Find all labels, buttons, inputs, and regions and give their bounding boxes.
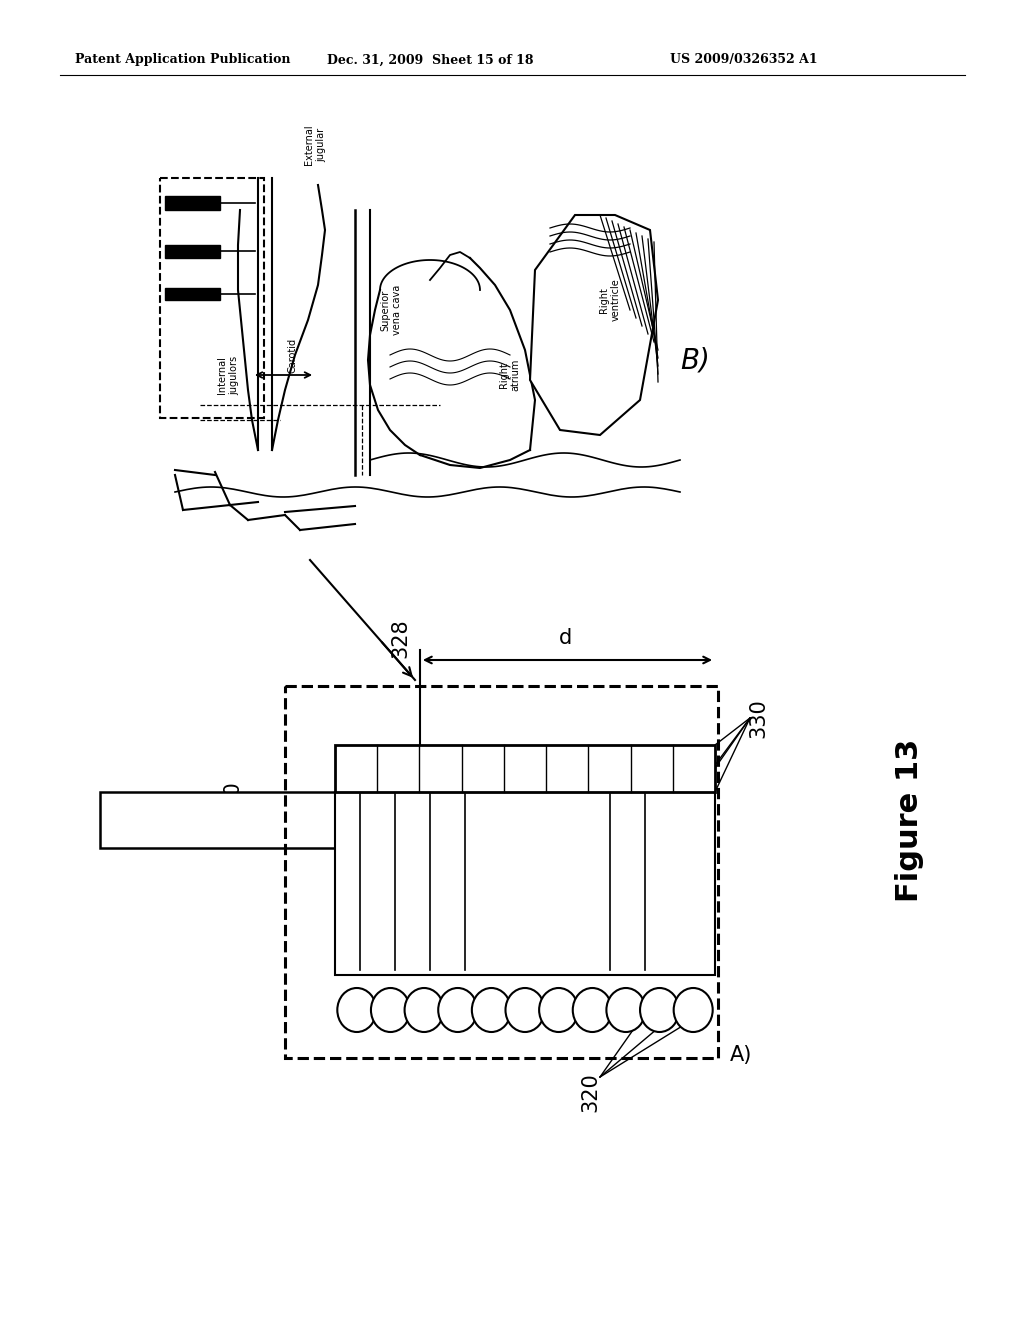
Text: Dec. 31, 2009  Sheet 15 of 18: Dec. 31, 2009 Sheet 15 of 18 — [327, 54, 534, 66]
Text: Carotid: Carotid — [288, 338, 298, 372]
Ellipse shape — [640, 987, 679, 1032]
Bar — [335, 744, 715, 792]
Ellipse shape — [674, 987, 713, 1032]
Text: Right
ventricle: Right ventricle — [599, 279, 621, 321]
Text: US 2009/0326352 A1: US 2009/0326352 A1 — [670, 54, 817, 66]
Text: 328: 328 — [390, 618, 410, 657]
Text: Figure 13: Figure 13 — [896, 738, 925, 902]
Ellipse shape — [472, 987, 511, 1032]
Text: d: d — [558, 628, 571, 648]
Text: Internal
jugulors: Internal jugulors — [217, 355, 239, 395]
Text: 300: 300 — [222, 780, 242, 820]
Ellipse shape — [404, 987, 443, 1032]
Ellipse shape — [337, 987, 377, 1032]
Polygon shape — [530, 215, 658, 436]
Bar — [100, 792, 378, 847]
Text: 320: 320 — [580, 1072, 600, 1111]
Ellipse shape — [572, 987, 611, 1032]
Bar — [165, 195, 220, 210]
Bar — [165, 246, 220, 257]
Ellipse shape — [506, 987, 545, 1032]
Text: B): B) — [680, 346, 710, 374]
Text: 330: 330 — [748, 698, 768, 738]
Text: Patent Application Publication: Patent Application Publication — [75, 54, 291, 66]
Text: Superior
vena cava: Superior vena cava — [380, 285, 401, 335]
Text: A): A) — [730, 1045, 753, 1065]
Ellipse shape — [371, 987, 410, 1032]
Ellipse shape — [539, 987, 579, 1032]
Text: Right
atrium: Right atrium — [500, 359, 521, 391]
Ellipse shape — [606, 987, 645, 1032]
Bar — [335, 792, 715, 975]
Bar — [165, 288, 220, 300]
Text: External
jugular: External jugular — [304, 124, 326, 165]
Ellipse shape — [438, 987, 477, 1032]
